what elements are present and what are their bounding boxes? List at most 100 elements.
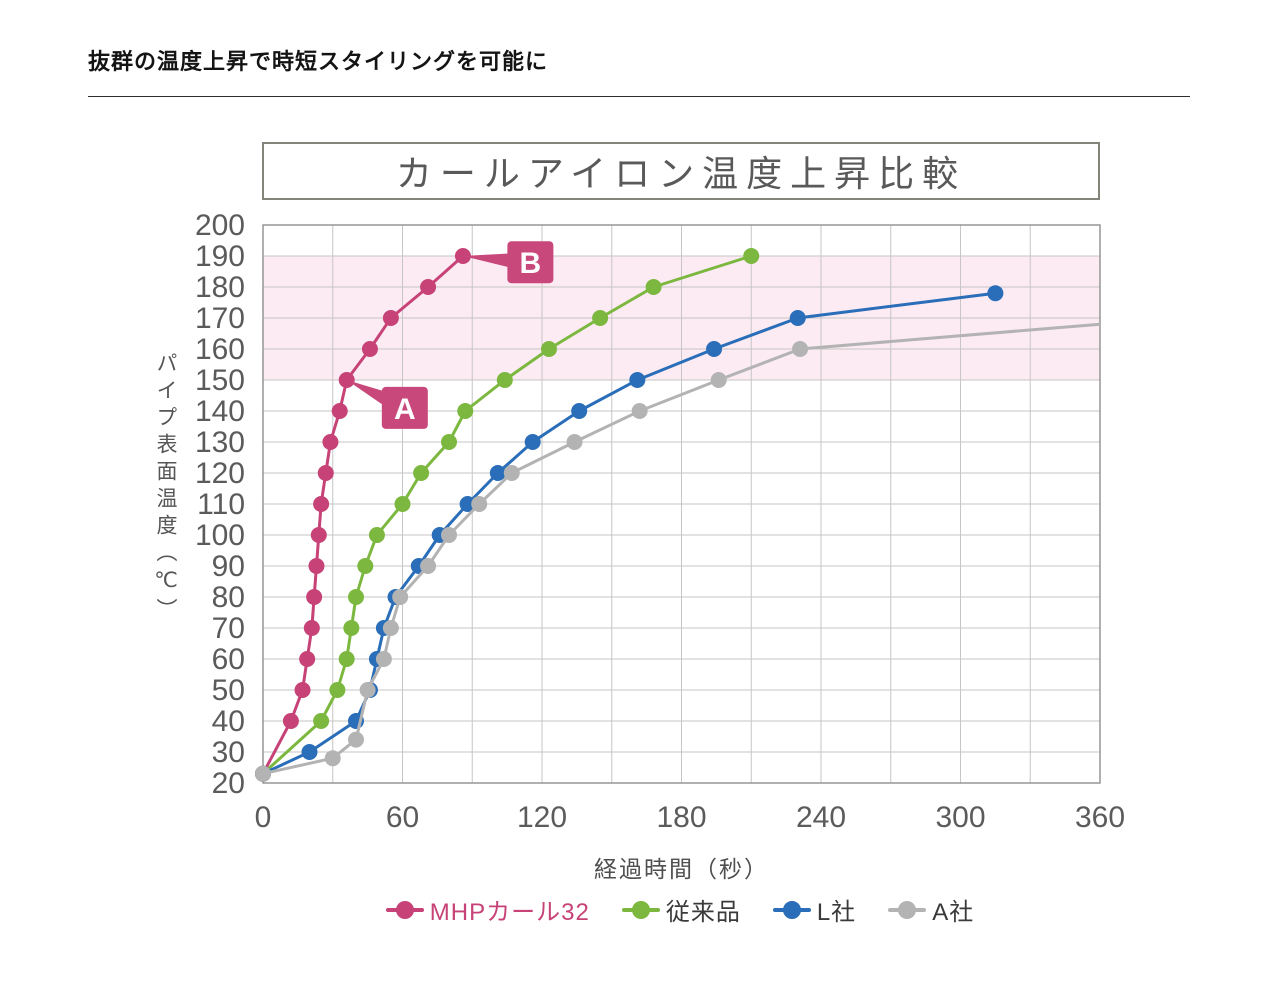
y-tick-label: 180	[195, 271, 245, 304]
data-point	[743, 248, 760, 264]
data-point	[322, 434, 339, 450]
data-point	[496, 372, 513, 388]
data-point	[503, 465, 520, 481]
data-point	[571, 403, 588, 419]
legend-marker-icon	[385, 900, 424, 919]
chart-legend: MHPカール32 従来品 L社 A社	[160, 892, 1200, 927]
data-point	[329, 682, 346, 698]
callout-label: B	[520, 247, 542, 280]
data-point	[324, 750, 341, 767]
data-point	[313, 713, 330, 729]
data-point	[987, 285, 1004, 302]
x-tick-label: 60	[386, 801, 419, 834]
data-point	[310, 527, 327, 543]
x-tick-label: 240	[796, 801, 846, 834]
data-point	[348, 589, 364, 605]
legend-item: L社	[772, 892, 857, 927]
y-tick-label: 60	[212, 643, 245, 676]
y-tick-label: 80	[212, 581, 245, 614]
data-point	[706, 341, 723, 357]
y-tick-label: 170	[195, 302, 245, 335]
data-point	[459, 496, 476, 512]
data-point	[313, 496, 330, 512]
y-tick-label: 100	[195, 519, 245, 552]
legend-label: 従来品	[665, 899, 741, 926]
y-tick-label: 40	[212, 705, 245, 738]
series-line	[262, 322, 1101, 776]
y-axis-label: パイプ表面温度（℃）	[154, 352, 177, 625]
page-heading: 抜群の温度上昇で時短スタイリングを可能に	[88, 49, 549, 74]
legend-item: A社	[888, 892, 974, 927]
y-tick-label: 150	[195, 364, 245, 397]
data-point	[301, 744, 318, 760]
data-point	[343, 620, 360, 636]
callout-box	[507, 241, 554, 284]
y-tick-label: 200	[195, 209, 245, 242]
data-point	[338, 651, 355, 667]
data-point	[368, 527, 385, 543]
data-point	[524, 434, 541, 450]
data-point	[420, 279, 437, 295]
legend-label: L社	[816, 899, 857, 926]
y-tick-label: 120	[195, 457, 245, 490]
data-point	[540, 341, 557, 357]
x-tick-label: 180	[656, 801, 706, 834]
legend-item: 従来品	[621, 892, 741, 927]
data-point	[308, 558, 325, 574]
data-point	[394, 496, 411, 512]
data-point	[645, 279, 662, 295]
data-point	[392, 589, 409, 605]
callout-label: A	[394, 393, 416, 426]
data-point	[299, 651, 316, 667]
legend-label: MHPカール32	[429, 899, 590, 926]
data-point	[357, 558, 374, 574]
legend-item: MHPカール32	[385, 892, 590, 927]
plot-frame	[262, 224, 1101, 784]
data-point	[361, 341, 378, 357]
data-point	[303, 620, 320, 636]
data-point	[413, 465, 430, 481]
x-tick-label: 360	[1075, 801, 1125, 834]
data-point	[489, 465, 506, 481]
y-tick-label: 140	[195, 395, 245, 428]
data-point	[348, 731, 364, 748]
data-point	[306, 589, 323, 605]
data-point	[382, 620, 399, 636]
data-point	[441, 434, 457, 450]
x-axis-label: 経過時間（秒）	[594, 856, 769, 882]
x-tick-label: 0	[255, 801, 272, 834]
x-tick-label: 300	[935, 801, 985, 834]
data-point	[710, 372, 727, 388]
legend-marker-icon	[888, 900, 927, 919]
data-point	[359, 682, 376, 698]
y-tick-label: 110	[197, 488, 245, 521]
data-point	[566, 434, 583, 450]
y-tick-label: 130	[195, 426, 245, 459]
y-tick-label: 70	[212, 612, 245, 645]
legend-label: A社	[932, 899, 975, 926]
data-point	[331, 403, 348, 419]
heading-divider	[88, 96, 1190, 97]
y-tick-label: 30	[212, 736, 245, 769]
y-tick-label: 90	[212, 550, 245, 583]
y-tick-label: 20	[212, 767, 245, 800]
data-point	[592, 310, 609, 326]
legend-marker-icon	[621, 900, 660, 919]
data-point	[471, 496, 488, 512]
data-point	[282, 713, 299, 729]
legend-marker-icon	[772, 900, 811, 919]
data-point	[792, 341, 809, 357]
data-point	[789, 310, 806, 326]
chart-title: カールアイロン温度上昇比較	[262, 142, 1100, 200]
data-point	[441, 527, 457, 543]
data-point	[317, 465, 334, 481]
y-tick-label: 50	[212, 674, 245, 707]
data-point	[294, 682, 311, 698]
data-point	[629, 372, 646, 388]
y-tick-label: 190	[195, 240, 245, 273]
y-tick-label: 160	[195, 333, 245, 366]
x-tick-label: 120	[517, 801, 567, 834]
callout-box	[381, 386, 428, 429]
data-point	[375, 651, 392, 667]
